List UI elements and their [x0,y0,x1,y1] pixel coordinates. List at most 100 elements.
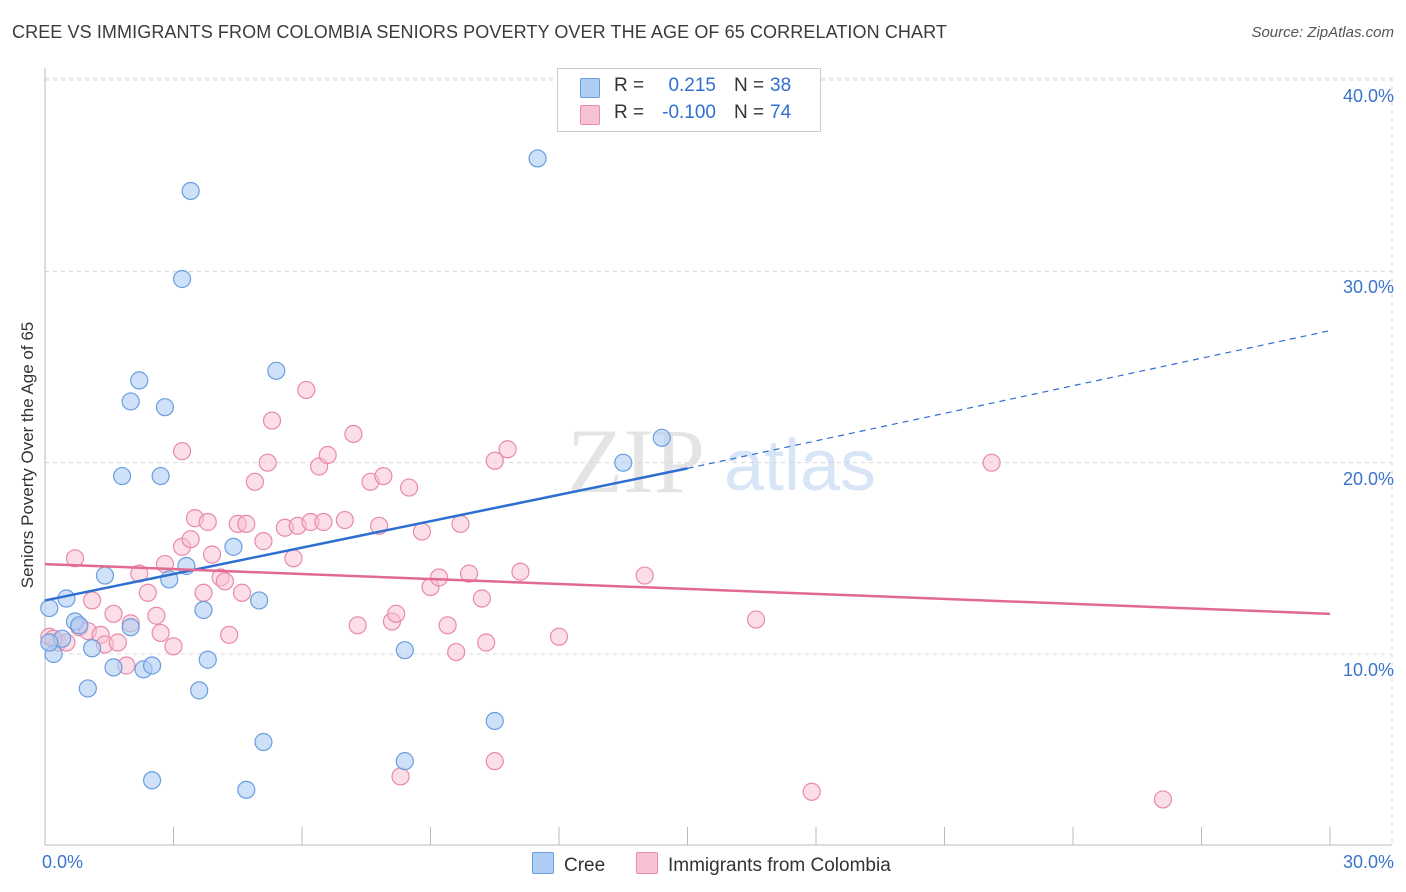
legend-n-value: 38 [770,75,792,96]
colombia-point [254,532,273,551]
cree-point [254,732,273,752]
colombia-point [164,637,183,656]
cree-trend-line [44,467,688,602]
colombia-point [147,606,166,625]
cree-point [194,600,213,620]
x-tick-label: 30.0% [1342,852,1394,872]
colombia-point [472,589,491,608]
colombia-point [104,604,123,623]
colombia-point [485,451,504,470]
source-label: Source: ZipAtlas.com [1251,24,1394,41]
cree-point [83,639,102,658]
cree-point [40,598,59,618]
x-tick-label: 0.0% [42,852,84,872]
colombia-point [438,616,457,635]
cree-point [224,537,243,556]
colombia-point [215,572,234,591]
grid-layer [44,68,1393,846]
colombia-point [498,440,517,459]
y-tick-label: 40.0% [1342,86,1394,106]
cree-point [267,361,286,380]
cree-point [142,656,162,675]
colombia-point [202,545,222,564]
cree-point [190,681,209,700]
colombia-point [108,633,127,652]
colombia-point [982,453,1001,472]
colombia-point [138,583,157,602]
colombia-point [1153,790,1173,809]
colombia-point [485,752,504,771]
legend-row-cree: R = 0.215 N = 38 [558,73,820,101]
colombia-point [65,549,85,568]
watermark: ZIP atlas [567,410,876,512]
colombia-point [181,530,200,549]
cree-point [151,466,170,486]
legend-n-value: 74 [770,102,792,123]
colombia-point [198,512,217,532]
trend-lines [44,330,1331,616]
cree-point [528,149,547,168]
cree-point [70,616,89,635]
colombia-point [348,616,367,635]
cree-point [40,633,59,652]
colombia-point [447,642,466,662]
chart-title: CREE VS IMMIGRANTS FROM COLOMBIA SENIORS… [12,22,948,42]
legend-row-colombia: R = -0.100 N = 74 [558,100,820,128]
cree-point [395,641,414,660]
cree-point [652,428,671,447]
colombia-point [220,625,239,644]
colombia-point [237,514,256,533]
colombia-point [194,583,213,602]
legend-r-label: R = [614,75,645,96]
colombia-point [635,566,654,585]
legend-n-label: N = [734,102,765,123]
cree-point [250,591,269,610]
colombia-point [297,380,316,400]
colombia-point [232,583,252,602]
legend-r-label: R = [614,102,645,123]
colombia-point [549,627,569,646]
colombia-point [399,478,419,497]
cree-point [130,371,149,390]
bottom-legend-colombia: Immigrants from Colombia [636,852,891,876]
cree-point [172,269,192,289]
colombia-point [318,445,337,465]
cree-points [40,149,671,799]
colombia-point [391,767,410,786]
colombia-point [477,633,496,652]
colombia-point [258,453,277,472]
legend-r-value: -0.100 [662,102,716,123]
cree-point [485,711,504,731]
colombia-point [451,514,470,533]
colombia-point [746,610,766,629]
colombia-point [429,568,449,587]
cree-point [395,752,414,771]
colombia-swatch [580,105,600,125]
cree-swatch [580,78,600,98]
colombia-point [412,522,432,541]
cree-point [155,398,175,417]
cree-legend-label: Cree [564,855,606,876]
legend-n-label: N = [734,75,765,96]
cree-point [198,650,217,669]
colombia-point [802,782,821,801]
correlation-legend: R = 0.215 N = 38 R = -0.100 N = 74 [557,68,821,132]
colombia-point [262,411,282,430]
colombia-point [245,472,264,491]
legend-r-value: 0.215 [668,75,716,96]
colombia-point [374,466,393,486]
colombia-point [83,591,102,610]
cree-point [181,181,200,201]
bottom-legend-cree: Cree [532,852,605,876]
watermark-atlas: atlas [724,426,876,506]
cree-point [104,658,123,677]
cree-point [142,771,162,790]
cree-point [121,618,140,637]
cree-point [112,466,132,486]
cree-point [121,392,140,411]
cree-point [614,453,633,472]
colombia-point [151,623,170,643]
colombia-legend-label: Immigrants from Colombia [668,855,891,876]
